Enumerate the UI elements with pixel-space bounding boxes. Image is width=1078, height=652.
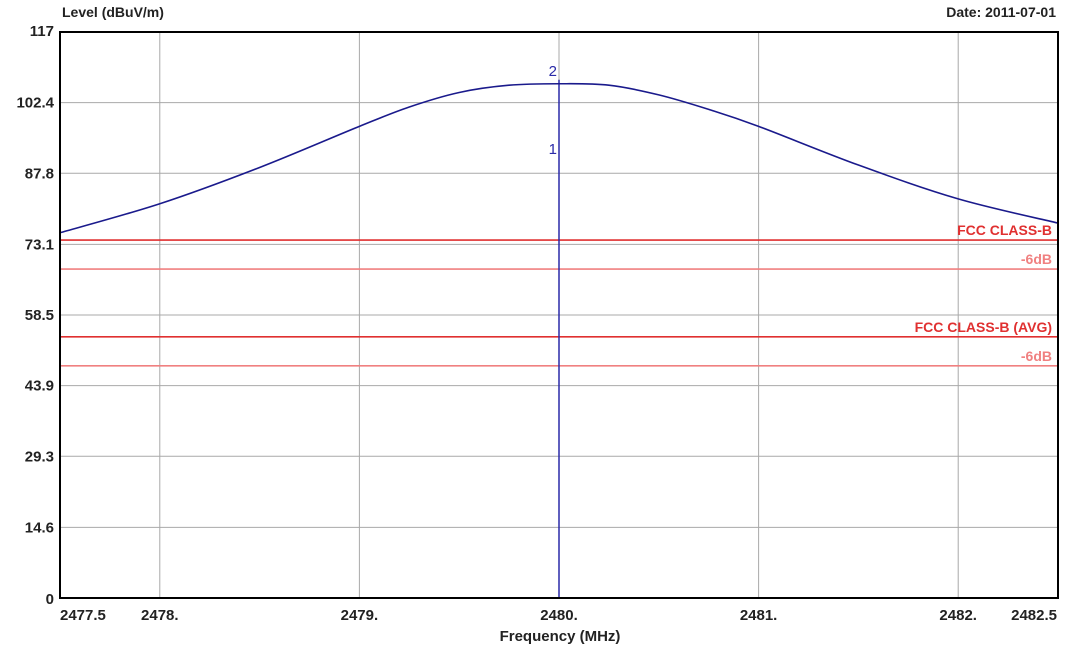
x-tick-label: 2477.5 [60, 607, 106, 624]
marker-label: 2 [549, 63, 557, 80]
limit-line-label: -6dB [1021, 348, 1052, 364]
y-tick-label: 14.6 [25, 519, 54, 536]
x-tick-label: 2480. [540, 607, 578, 624]
marker-labels: 12 [549, 63, 557, 158]
y-tick-labels: 0 14.6 29.3 43.9 58.5 73.1 87.8 102.4 117 [16, 23, 54, 608]
x-tick-label: 2482. [939, 607, 977, 624]
limit-line-label: FCC CLASS-B [957, 222, 1052, 238]
marker-label: 1 [549, 141, 557, 158]
x-tick-label: 2478. [141, 607, 179, 624]
y-tick-label: 43.9 [25, 378, 54, 395]
y-tick-label: 87.8 [25, 165, 54, 182]
series-group [59, 82, 1059, 234]
x-tick-label: 2482.5 [1011, 607, 1057, 624]
x-tick-label: 2479. [341, 607, 379, 624]
y-tick-label: 117 [30, 23, 54, 40]
limit-line-label: FCC CLASS-B (AVG) [915, 319, 1052, 335]
x-tick-label: 2481. [740, 607, 778, 624]
y-tick-label: 58.5 [25, 307, 54, 324]
y-tick-label: 0 [46, 591, 54, 608]
date-label: Date: 2011-07-01 [946, 4, 1056, 20]
series-line [59, 82, 1059, 234]
plot-frame [59, 31, 1059, 599]
limit-line-label: -6dB [1021, 251, 1052, 267]
y-axis-title: Level (dBuV/m) [62, 4, 164, 20]
x-axis-title: Frequency (MHz) [500, 628, 621, 645]
y-tick-label: 29.3 [25, 448, 54, 465]
x-tick-labels: 2477.5 2478. 2479. 2480. 2481. 2482. 2482.5 [60, 607, 1057, 624]
y-tick-label: 102.4 [16, 95, 54, 112]
y-tick-label: 73.1 [25, 236, 54, 253]
